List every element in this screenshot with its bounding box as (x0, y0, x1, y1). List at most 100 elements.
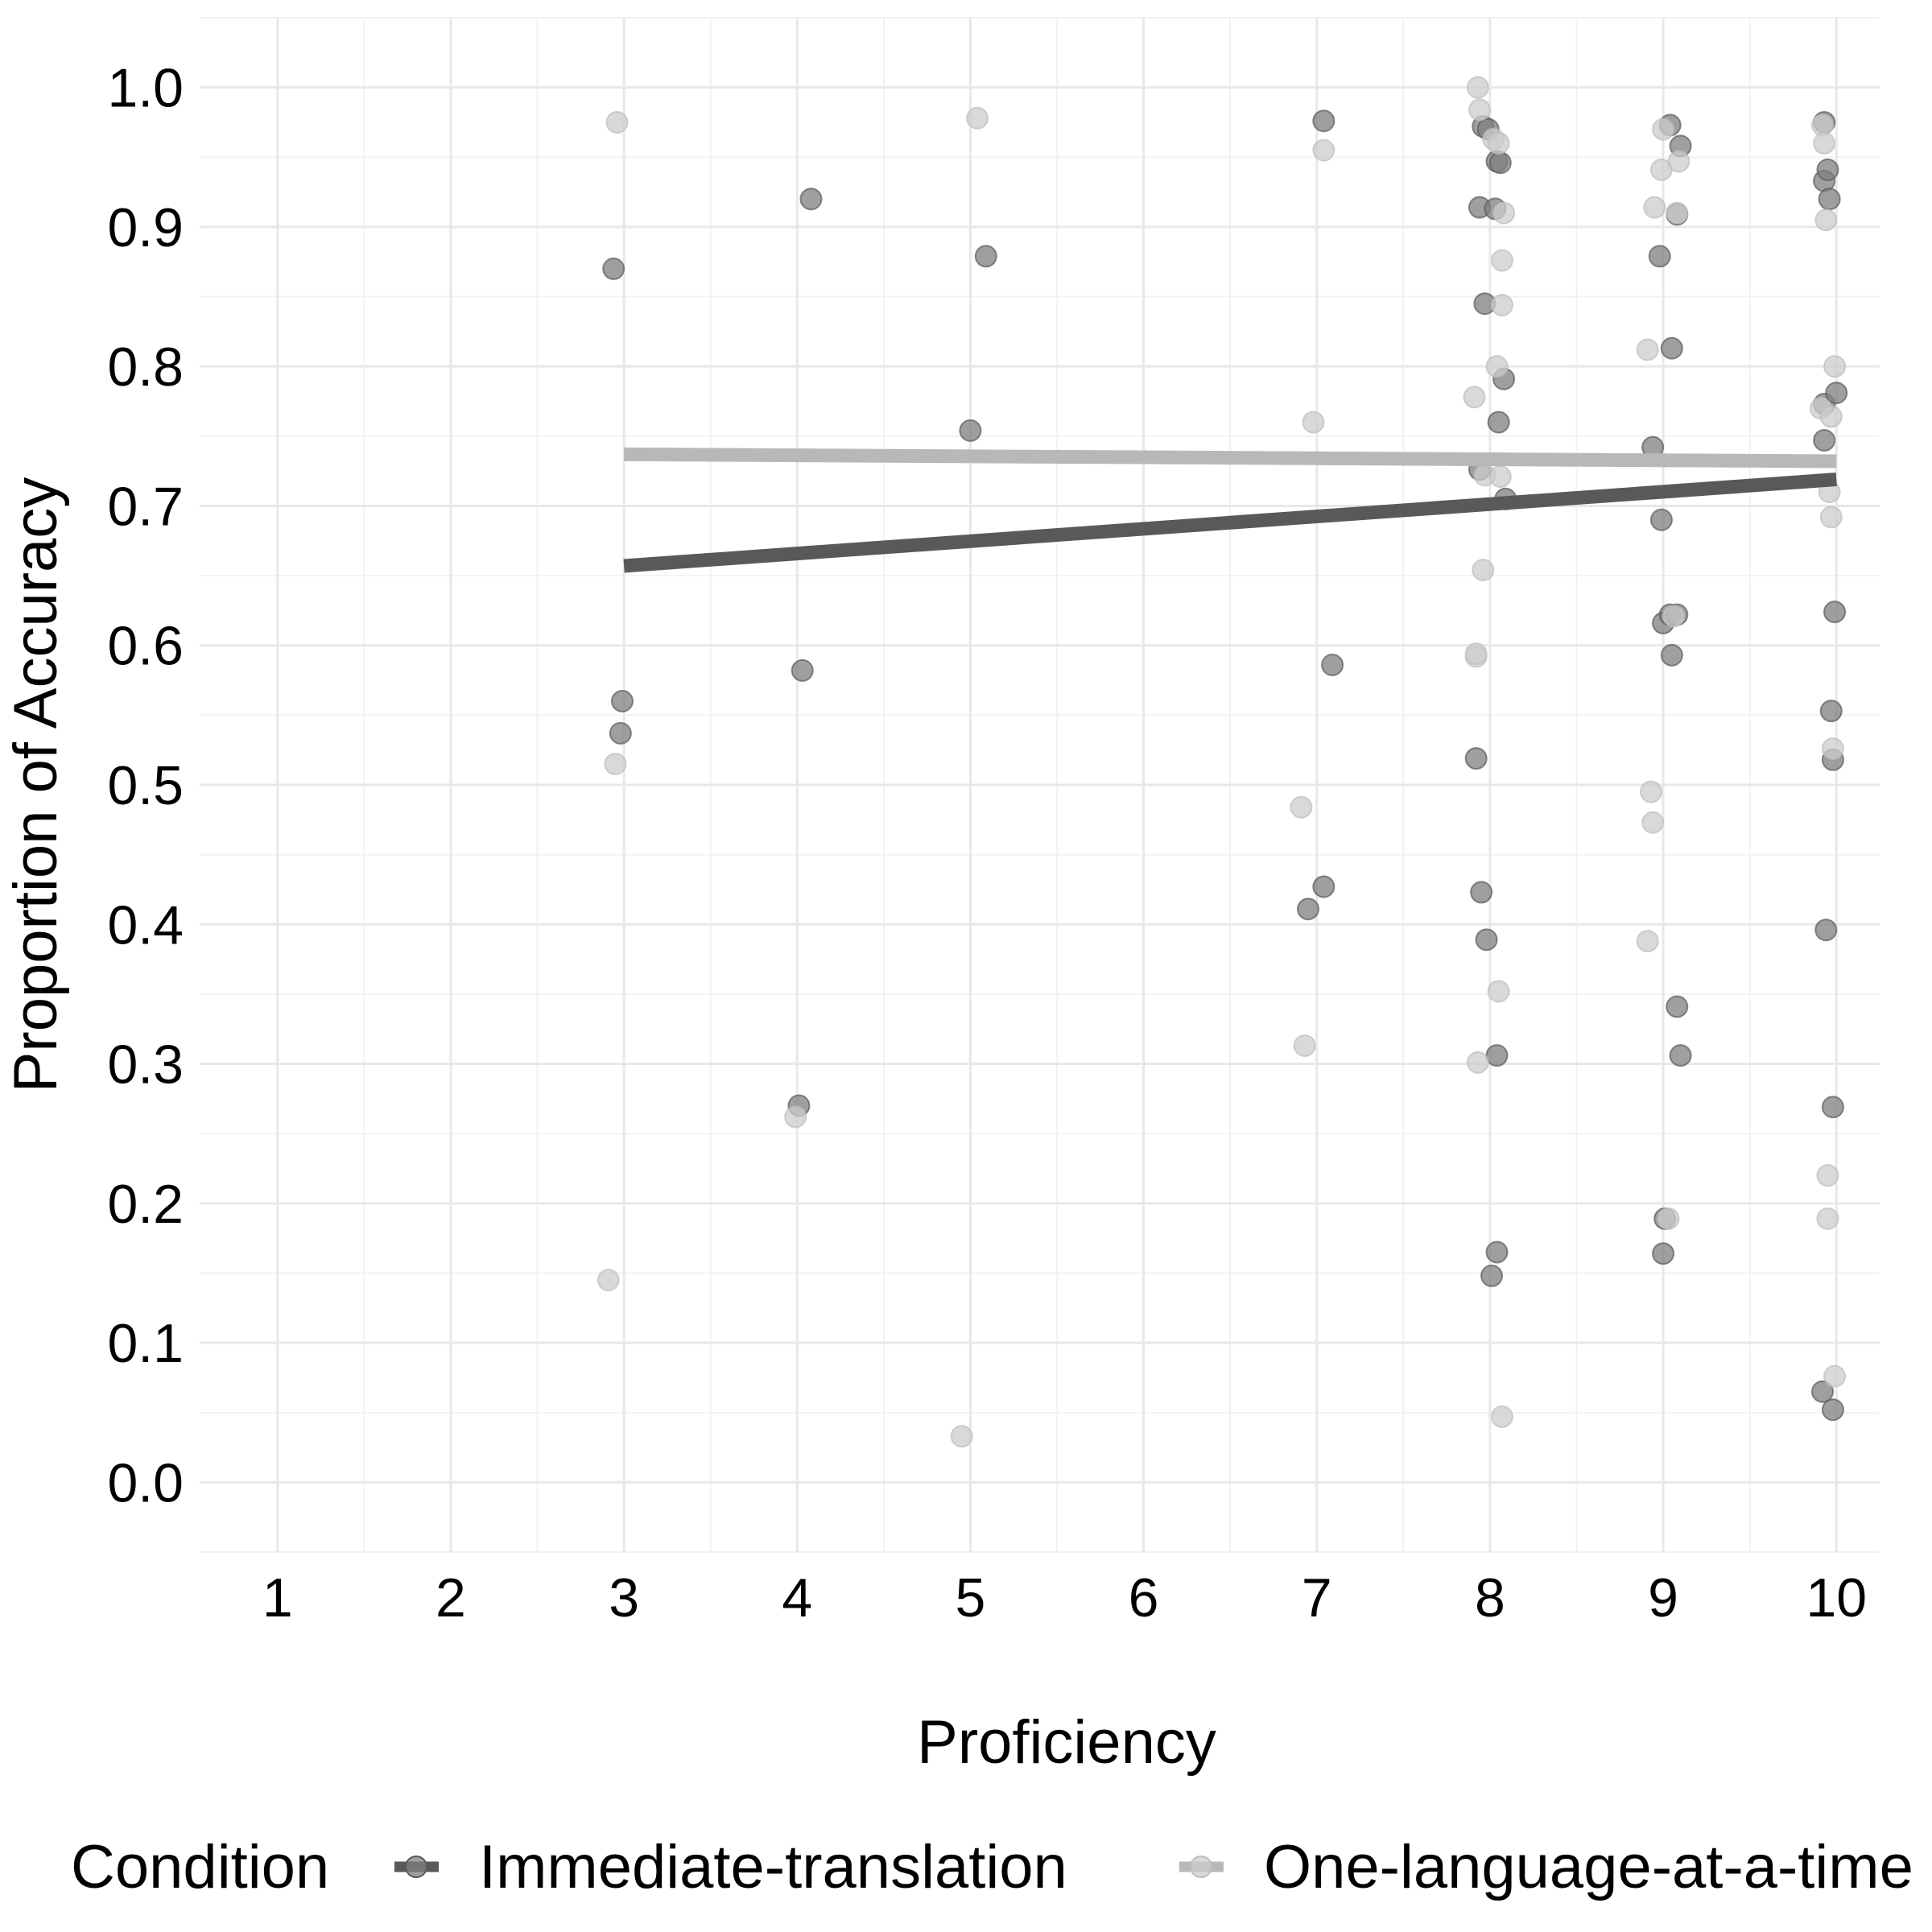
data-point (597, 1269, 620, 1292)
y-axis-title: Proportion of Accuracy (2, 477, 70, 1093)
y-tick-label: 0.1 (107, 1313, 184, 1374)
data-point (1639, 780, 1662, 803)
data-point (1312, 138, 1335, 162)
legend-key-one-language-at-a-time (1179, 1856, 1224, 1878)
data-point (1466, 1051, 1489, 1074)
x-tick-label: 4 (782, 1567, 812, 1629)
data-point (1816, 1207, 1839, 1230)
data-point (1823, 1364, 1847, 1388)
data-point (1666, 995, 1689, 1018)
data-point (1641, 811, 1665, 834)
x-tick-label: 10 (1806, 1567, 1867, 1629)
data-point (1825, 382, 1848, 405)
data-point (1819, 405, 1843, 428)
y-tick-label: 0.0 (107, 1452, 184, 1513)
data-point (1464, 747, 1488, 770)
data-point (1490, 249, 1513, 272)
data-point (1660, 336, 1683, 360)
data-point (1649, 508, 1673, 531)
data-point (1821, 1096, 1844, 1119)
y-tick-label: 1.0 (107, 58, 184, 119)
data-point (1492, 201, 1516, 225)
trend-line-immediate-translation (623, 473, 1837, 573)
data-point (1490, 1405, 1513, 1428)
x-tick-label: 6 (1129, 1567, 1159, 1629)
legend-label-immediate-translation: Immediate-translation (479, 1833, 1067, 1901)
data-points (597, 76, 1848, 1448)
data-point (1485, 1044, 1509, 1067)
y-tick-label: 0.6 (107, 616, 184, 677)
data-point (1669, 1044, 1692, 1067)
data-point (1818, 188, 1841, 211)
y-tick-label: 0.9 (107, 197, 184, 258)
data-point (1487, 411, 1510, 434)
data-point (1490, 293, 1513, 316)
data-point (1487, 980, 1510, 1003)
y-tick-label: 0.2 (107, 1174, 184, 1235)
trend-line-one-language-at-a-time (624, 447, 1837, 469)
data-point (1475, 928, 1498, 952)
data-point (1464, 642, 1488, 666)
x-axis-title: Proficiency (917, 1708, 1216, 1777)
data-point (1821, 1398, 1844, 1422)
data-point (1643, 196, 1666, 219)
data-point (1485, 1241, 1509, 1264)
x-tick-label: 8 (1475, 1567, 1505, 1629)
data-point (1662, 605, 1685, 628)
data-point (602, 257, 625, 280)
data-point (1321, 653, 1344, 676)
data-point (1636, 338, 1659, 361)
data-point (605, 110, 629, 134)
data-point (1816, 158, 1839, 181)
x-axis-tick-labels: 1 2 3 4 5 6 7 8 9 10 (262, 1567, 1867, 1629)
data-point (1819, 700, 1843, 723)
y-tick-label: 0.7 (107, 476, 184, 537)
data-point (1485, 355, 1509, 378)
data-point (1814, 919, 1838, 942)
data-point (1472, 559, 1495, 582)
data-point (799, 188, 823, 211)
y-tick-label: 0.5 (107, 755, 184, 816)
data-point (1814, 208, 1838, 232)
data-point (1488, 151, 1512, 175)
data-point (609, 721, 632, 745)
legend-key-immediate-translation (394, 1856, 439, 1878)
y-tick-label: 0.8 (107, 336, 184, 398)
data-point (1463, 386, 1486, 409)
data-point (1823, 355, 1847, 378)
data-point (966, 106, 989, 130)
x-tick-label: 7 (1302, 1567, 1332, 1629)
data-point (1636, 930, 1659, 953)
data-point (1821, 737, 1844, 760)
data-point (1468, 98, 1491, 122)
x-tick-label: 1 (262, 1567, 293, 1629)
data-point (1648, 245, 1671, 268)
data-point (1487, 131, 1510, 155)
data-point (1488, 465, 1512, 489)
data-point (1813, 131, 1836, 155)
data-point (1660, 643, 1683, 667)
data-point (1813, 429, 1836, 452)
y-tick-label: 0.4 (107, 894, 184, 956)
x-tick-label: 2 (436, 1567, 466, 1629)
x-tick-label: 9 (1648, 1567, 1678, 1629)
data-point (604, 753, 627, 776)
data-point (950, 1425, 973, 1448)
data-point (1312, 875, 1335, 898)
data-point (1466, 76, 1489, 99)
data-point (1667, 150, 1690, 173)
data-point (1296, 898, 1319, 921)
legend: Condition Immediate-translation One-lang… (71, 1833, 1913, 1901)
data-point (791, 658, 814, 682)
data-point (1819, 506, 1843, 529)
x-tick-label: 5 (956, 1567, 986, 1629)
data-point (1652, 118, 1675, 141)
data-point (1312, 109, 1335, 133)
legend-key-point (405, 1856, 427, 1878)
data-point (1652, 1242, 1675, 1265)
data-point (1810, 1380, 1834, 1403)
grid-lines (200, 17, 1880, 1553)
legend-title: Condition (71, 1833, 329, 1901)
data-point (1302, 411, 1325, 434)
